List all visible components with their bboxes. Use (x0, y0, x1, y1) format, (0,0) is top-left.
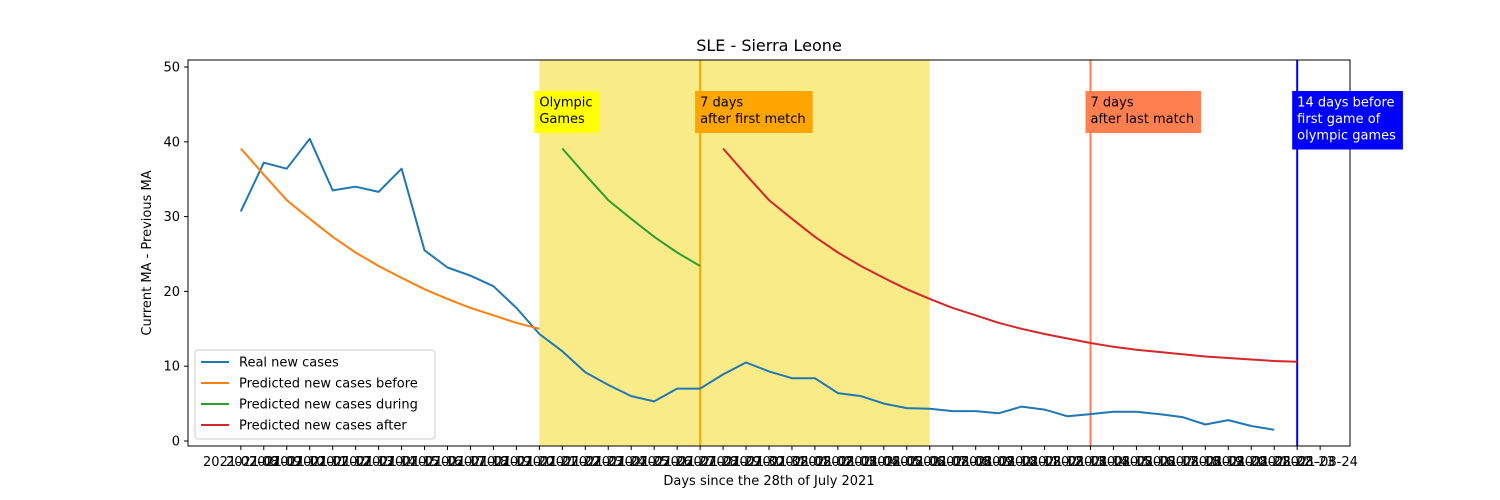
x-tick-label-39: 2021-08-16 (1099, 455, 1175, 470)
x-tick-label-19: 2021-07-27 (639, 455, 715, 470)
legend-label-0: Real new cases (239, 356, 339, 371)
x-tick-label-25: 2021-08-02 (777, 455, 853, 470)
y-tick-label-30: 30 (163, 210, 180, 225)
x-tick-label-42: 2021-08-19 (1168, 455, 1244, 470)
x-tick-label-33: 2021-08-10 (961, 455, 1037, 470)
annotation-box-0 (534, 91, 600, 133)
x-tick-label-44: 2021-08-21 (1213, 455, 1289, 470)
x-tick-label-22: 2021-07-30 (708, 455, 784, 470)
x-tick-label-3: 2021-07-11 (272, 455, 348, 470)
x-tick-label-24: 2021-08-01 (754, 455, 830, 470)
series-line-0 (239, 137, 1275, 431)
x-tick-label-14: 2021-07-22 (525, 455, 601, 470)
x-tick-label-17: 2021-07-25 (593, 455, 669, 470)
annotation-text-0-0: Olympic (539, 96, 592, 111)
y-tick-label-50: 50 (163, 61, 180, 76)
annotation-text-2-1: after last match (1091, 112, 1195, 127)
y-tick-label-20: 20 (163, 285, 180, 300)
x-tick-label-29: 2021-08-06 (869, 455, 945, 470)
x-tick-label-35: 2021-08-12 (1007, 455, 1083, 470)
x-axis-label: Days since the 28th of July 2021 (663, 474, 874, 489)
legend-box (194, 349, 436, 440)
x-tick-label-11: 2021-07-19 (456, 455, 532, 470)
x-tick-label-20: 2021-07-28 (662, 455, 738, 470)
x-tick-label-9: 2021-07-17 (410, 455, 486, 470)
y-tick-label-0: 0 (172, 435, 180, 450)
x-tick-label-21: 2021-07-29 (685, 455, 761, 470)
series-lines (239, 137, 1298, 431)
x-tick-label-28: 2021-08-05 (846, 455, 922, 470)
annotation-text-2-0: 7 days (1091, 96, 1134, 111)
y-axis-label: Current MA - Previous MA (140, 170, 155, 335)
x-tick-label-5: 2021-07-13 (318, 455, 394, 470)
x-tick-label-4: 2021-07-12 (295, 455, 371, 470)
x-tick-label-36: 2021-08-13 (1030, 455, 1106, 470)
x-tick-label-7: 2021-07-15 (364, 455, 440, 470)
x-tick-label-6: 2021-07-14 (341, 455, 417, 470)
x-tick-label-43: 2021-08-20 (1191, 455, 1267, 470)
x-tick-label-47: 2021-08-24 (1282, 455, 1358, 470)
x-tick-label-38: 2021-08-15 (1076, 455, 1152, 470)
annotation-text-1-0: 7 days (700, 96, 743, 111)
y-tick-label-40: 40 (163, 135, 180, 150)
x-tick-label-2: 2021-07-10 (249, 455, 325, 470)
annotation-text-3-1: first game of (1297, 112, 1381, 127)
annotation-text-3-2: olympic games (1297, 129, 1396, 144)
x-tick-label-30: 2021-08-07 (892, 455, 968, 470)
x-tick-label-12: 2021-07-20 (479, 455, 555, 470)
x-tick-label-1: 2021-07-09 (226, 455, 302, 470)
y-axis: 0 10 20 30 40 50 (163, 61, 188, 450)
x-tick-label-26: 2021-08-03 (800, 455, 876, 470)
x-tick-label-27: 2021-08-04 (823, 455, 899, 470)
x-tick-label-16: 2021-07-24 (570, 455, 646, 470)
x-tick-label-46: 2021-08-23 (1259, 455, 1335, 470)
x-tick-label-45: 2021-08-22 (1236, 455, 1312, 470)
legend-label-1: Predicted new cases before (239, 377, 418, 392)
x-tick-label-37: 2021-08-14 (1053, 455, 1129, 470)
x-tick-label-23: 2021-07-31 (731, 455, 807, 470)
annotation-box-3 (1292, 91, 1403, 150)
annotation-text-1-1: after first metch (700, 112, 806, 127)
x-tick-label-32: 2021-08-09 (938, 455, 1014, 470)
x-tick-label-18: 2021-07-26 (616, 455, 692, 470)
x-axis: 2021-07-082021-07-092021-07-102021-07-11… (203, 446, 1358, 470)
annotation-text-3-0: 14 days before (1297, 96, 1394, 111)
series-line-3 (722, 147, 1298, 363)
series-line-2 (561, 147, 701, 267)
annotation-text-0-1: Games (539, 112, 585, 127)
x-tick-label-15: 2021-07-23 (548, 455, 624, 470)
y-tick-label-10: 10 (163, 360, 180, 375)
x-tick-label-8: 2021-07-16 (387, 455, 463, 470)
x-tick-label-41: 2021-08-18 (1145, 455, 1221, 470)
x-tick-label-13: 2021-07-21 (502, 455, 578, 470)
annotation-box-1 (695, 91, 813, 133)
x-tick-label-10: 2021-07-18 (433, 455, 509, 470)
x-tick-label-40: 2021-08-17 (1122, 455, 1198, 470)
x-tick-label-0: 2021-07-08 (203, 455, 279, 470)
x-tick-label-34: 2021-08-11 (984, 455, 1060, 470)
x-tick-label-31: 2021-08-08 (915, 455, 991, 470)
chart-title: SLE - Sierra Leone (696, 36, 842, 55)
annotation-box-2 (1085, 91, 1202, 133)
series-line-1 (240, 147, 540, 330)
legend-label-2: Predicted new cases during (239, 398, 418, 413)
legend-label-3: Predicted new cases after (239, 419, 407, 434)
legend: Real new cases Predicted new cases before… (194, 349, 436, 440)
